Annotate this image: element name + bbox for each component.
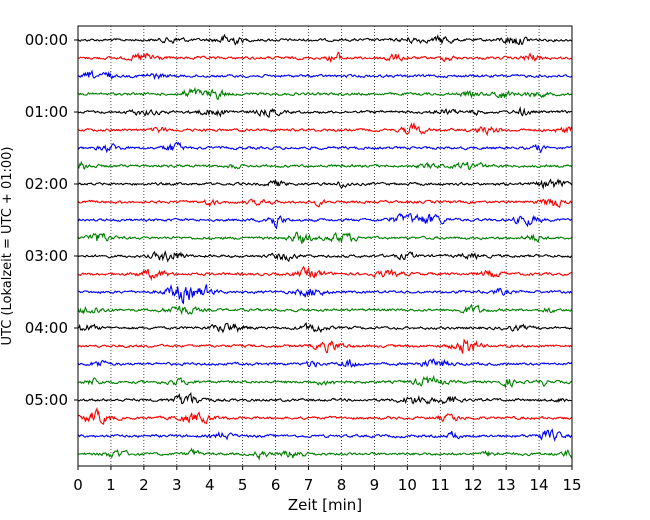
trace-line [77,447,573,461]
trace-line [77,428,573,442]
x-tick-label: 12 [464,476,483,494]
trace-line [77,86,573,101]
trace-line [77,106,573,118]
trace-line [77,358,573,368]
x-tick-label: 2 [139,476,149,494]
trace-line [77,406,573,425]
x-tick-label: 7 [304,476,314,494]
x-tick-label: 3 [172,476,182,494]
x-tick-label: 15 [562,476,581,494]
x-tick-label: 13 [497,476,516,494]
x-tick-label: 11 [431,476,450,494]
y-axis-ticks: 00:00 01:00 02:00 03:00 04:00 05:00 [25,31,78,409]
x-tick-label: 0 [73,476,83,494]
y-tick-label: 04:00 [25,319,68,337]
x-tick-label: 9 [370,476,380,494]
grid-lines [110,26,540,466]
trace-line [77,303,573,316]
trace-line [77,375,573,390]
x-tick-label: 6 [271,476,281,494]
x-axis-ticks: 0 1 2 3 4 5 6 7 8 9 10 11 12 13 14 15 [73,466,582,494]
x-tick-label: 5 [238,476,248,494]
trace-line [77,265,573,282]
trace-line [77,160,573,171]
trace-line [77,284,573,305]
trace-line [77,178,573,190]
trace-line [77,338,573,354]
plot-frame [77,25,573,467]
trace-line [77,198,573,209]
x-tick-label: 8 [337,476,347,494]
trace-line [77,321,573,334]
trace-line [77,121,573,137]
x-tick-label: 1 [106,476,116,494]
trace-line [77,33,573,46]
y-tick-label: 02:00 [25,175,68,193]
y-tick-label: 03:00 [25,247,68,265]
seismic-traces [77,33,573,461]
trace-line [77,69,573,81]
y-tick-label: 05:00 [25,391,68,409]
trace-line [77,392,573,405]
y-tick-label: 01:00 [25,103,68,121]
y-tick-label: 00:00 [25,31,68,49]
x-tick-label: 4 [205,476,215,494]
trace-line [77,141,573,154]
trace-line [77,212,573,230]
x-axis-title: Zeit [min] [288,496,362,514]
trace-line [77,231,573,244]
x-tick-label: 14 [530,476,549,494]
trace-line [77,51,573,64]
x-tick-label: 10 [398,476,417,494]
y-axis-title: UTC (Lokalzeit = UTC + 01:00) [0,147,15,346]
trace-line [77,250,573,263]
